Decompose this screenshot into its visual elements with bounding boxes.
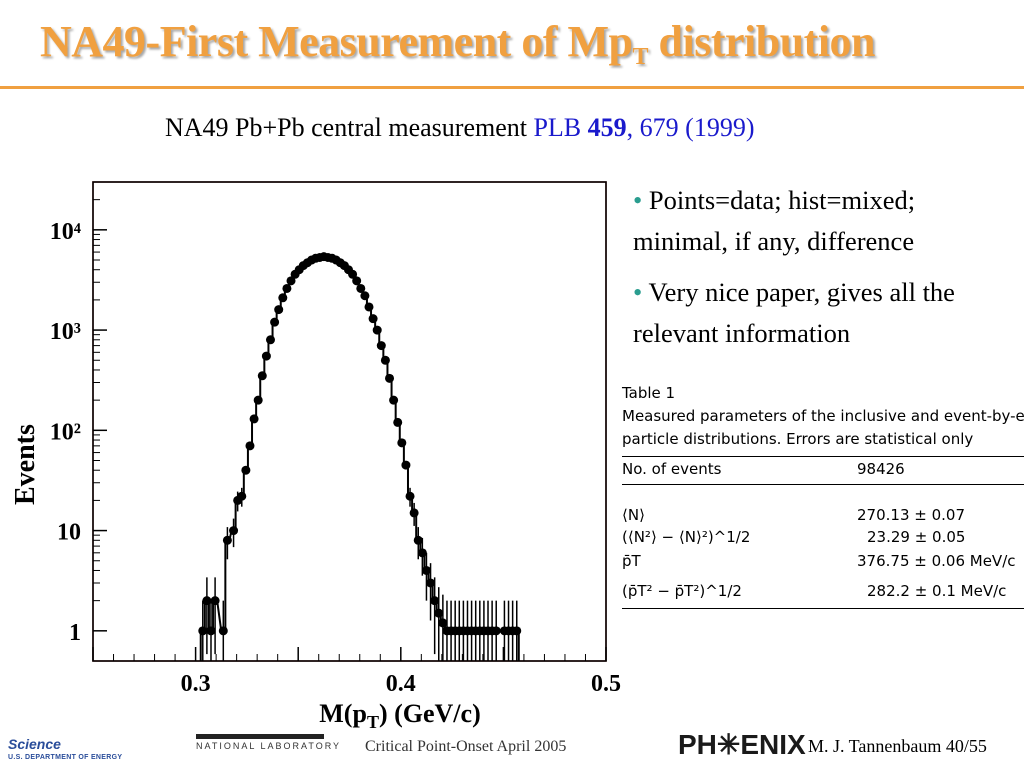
data-point xyxy=(253,395,263,405)
table-row-value: 270.13 ± 0.07 xyxy=(857,506,965,524)
y-tick-label: 1 xyxy=(69,620,81,646)
phenix-logo: PH✳ENIX xyxy=(678,729,806,760)
conference-label: Critical Point-Onset April 2005 xyxy=(365,738,567,755)
bullet-list: • Points=data; hist=mixed; minimal, if a… xyxy=(633,180,1013,364)
data-point xyxy=(380,355,390,365)
y-tick-label: 10 xyxy=(57,520,81,546)
data-point xyxy=(210,596,220,606)
data-point xyxy=(364,302,374,312)
data-point xyxy=(198,626,208,636)
x-tick-label: 0.3 xyxy=(181,671,211,697)
table-row-label: No. of events xyxy=(622,460,722,478)
data-point xyxy=(206,626,216,636)
table-rule xyxy=(622,608,1024,609)
data-point xyxy=(409,508,419,518)
data-point xyxy=(356,283,366,293)
data-point xyxy=(270,317,280,327)
plot-axes xyxy=(92,181,607,662)
author-page: M. J. Tannenbaum 40/55 xyxy=(808,736,987,756)
plot-frame xyxy=(92,181,607,662)
data-point xyxy=(237,491,247,501)
data-point xyxy=(360,291,370,301)
slide-footer: Science U.S. DEPARTMENT OF ENERGY NATION… xyxy=(0,728,1024,768)
data-points xyxy=(198,252,522,661)
data-point xyxy=(352,276,362,286)
y-tick-label: 10³ xyxy=(50,319,81,345)
slide-subtitle: NA49 Pb+Pb central measurement PLB 459, … xyxy=(165,113,755,142)
data-point xyxy=(417,548,427,558)
table-row-value: 282.2 ± 0.1 MeV/c xyxy=(867,582,1007,600)
y-axis-ticks: 1 10 10² 10³ 10⁴ xyxy=(50,181,107,646)
data-point xyxy=(389,395,399,405)
doe-label: U.S. DEPARTMENT OF ENERGY xyxy=(8,754,123,761)
lab-logo-bar xyxy=(196,734,324,739)
data-point xyxy=(438,618,448,628)
bullet-item: • Points=data; hist=mixed; minimal, if a… xyxy=(633,185,916,256)
data-point xyxy=(222,535,232,545)
table-caption-line: particle distributions. Errors are stati… xyxy=(622,430,974,448)
x-axis-ticks: 0.3 0.4 0.5 xyxy=(92,647,621,697)
data-point xyxy=(372,325,382,335)
science-logo: Science xyxy=(8,736,61,752)
data-point xyxy=(348,269,358,279)
table-caption-line: Measured parameters of the inclusive and… xyxy=(622,407,1024,425)
x-tick-label: 0.4 xyxy=(386,671,416,697)
table-rule xyxy=(622,456,1024,457)
data-point xyxy=(413,535,423,545)
title-underline xyxy=(0,86,1024,89)
data-point xyxy=(434,608,444,618)
slide-title: NA49-First Measurement of MpT distributi… xyxy=(40,17,876,70)
data-point xyxy=(393,417,403,427)
data-point xyxy=(241,465,251,475)
data-point xyxy=(218,626,228,636)
data-point xyxy=(261,351,271,361)
data-point xyxy=(278,293,288,303)
data-point xyxy=(430,596,440,606)
table-snippet: Table 1 Measured parameters of the inclu… xyxy=(612,380,1024,612)
data-point xyxy=(491,626,501,636)
data-point xyxy=(401,460,411,470)
bullet-dot-icon: • xyxy=(633,185,649,215)
x-tick-label: 0.5 xyxy=(591,671,621,697)
bullet-dot-icon: • xyxy=(633,277,649,307)
x-axis-label: M(pT) (GeV/c) xyxy=(319,699,480,730)
data-point xyxy=(286,276,296,286)
table-row-label: (⟨N²⟩ − ⟨N⟩²)^1/2 xyxy=(622,528,751,546)
data-point xyxy=(421,565,431,575)
bullet-item: • Very nice paper, gives all the relevan… xyxy=(633,277,955,348)
y-tick-label: 10² xyxy=(50,419,81,445)
data-point xyxy=(265,335,275,345)
data-point xyxy=(405,491,415,501)
data-point xyxy=(397,438,407,448)
y-tick-label: 10⁴ xyxy=(50,219,81,245)
data-point xyxy=(426,578,436,588)
data-point xyxy=(385,373,395,383)
data-point xyxy=(368,314,378,324)
table-row-value: 23.29 ± 0.05 xyxy=(867,528,966,546)
data-point xyxy=(229,526,239,536)
national-laboratory-label: NATIONAL LABORATORY xyxy=(196,741,342,751)
table-caption-title: Table 1 xyxy=(622,384,676,402)
data-point xyxy=(376,341,386,351)
data-point xyxy=(512,626,522,636)
mpt-distribution-chart: 1 10 10² 10³ 10⁴ 0.3 0.4 0.5 Events M(pT) (GeV… xyxy=(10,181,621,730)
data-point xyxy=(282,283,292,293)
paper-reference: PLB 459, 679 (1999) xyxy=(533,113,755,142)
table-row-value: 98426 xyxy=(857,460,905,478)
table-row-value: 376.75 ± 0.06 MeV/c xyxy=(857,552,1016,570)
table-row-label: (p̄T² − p̄T²)^1/2 xyxy=(622,582,742,600)
data-point xyxy=(257,371,267,381)
data-point xyxy=(249,414,259,424)
y-axis-label: Events xyxy=(10,424,41,505)
data-point xyxy=(245,441,255,451)
table-row-label: p̄T xyxy=(622,552,641,570)
data-point xyxy=(202,596,212,606)
table-rule xyxy=(622,484,1024,485)
data-point xyxy=(274,305,284,315)
table-row-label: ⟨N⟩ xyxy=(622,506,645,524)
